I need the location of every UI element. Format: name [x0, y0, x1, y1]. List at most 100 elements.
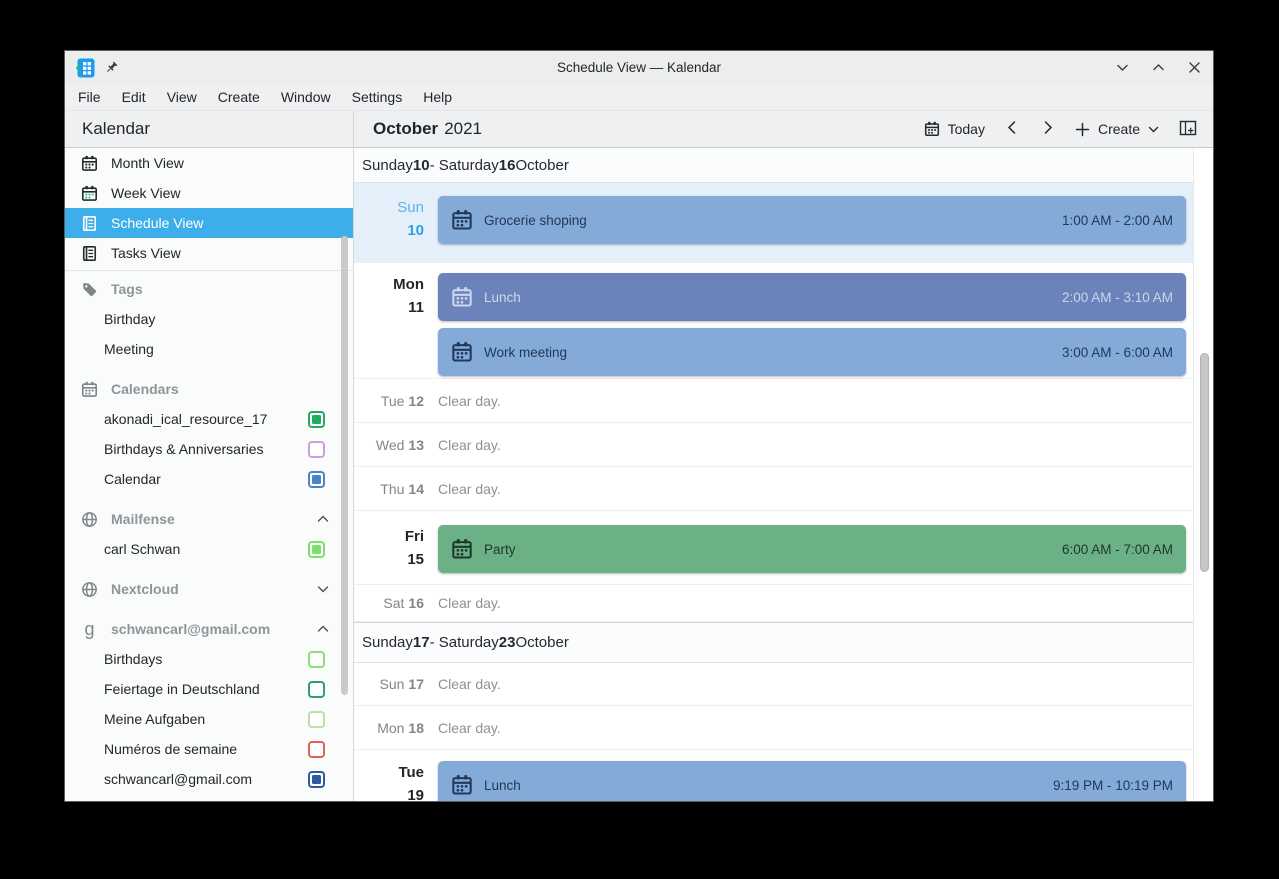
- event-work-meeting[interactable]: Work meeting 3:00 AM - 6:00 AM: [438, 328, 1186, 376]
- chevron-down-icon: [1148, 126, 1159, 132]
- sidebar-item-tasks-view[interactable]: Tasks View: [65, 238, 353, 268]
- menu-view[interactable]: View: [166, 89, 197, 105]
- clear-day-label: Clear day.: [438, 480, 501, 497]
- previous-button[interactable]: [1005, 120, 1020, 138]
- sidebar-item-label: Week View: [111, 185, 181, 201]
- calendar-item[interactable]: Numéros de semaine: [65, 734, 353, 764]
- calendar-checkbox[interactable]: [308, 650, 325, 668]
- calendar-item[interactable]: akonadi_ical_resource_17: [65, 404, 353, 434]
- calendar-item[interactable]: schwancarl@gmail.com: [65, 764, 353, 794]
- clear-day-label: Clear day.: [438, 392, 501, 409]
- titlebar: Schedule View — Kalendar: [65, 51, 1213, 84]
- calendar-item[interactable]: Birthdays: [65, 644, 353, 674]
- calendar-checkbox[interactable]: [308, 770, 325, 788]
- schedule-row: Tue 19 Lunch 9:19 PM - 10:19 PM: [354, 750, 1193, 801]
- event-time: 3:00 AM - 6:00 AM: [1061, 344, 1173, 360]
- clear-day-label: Clear day.: [438, 676, 501, 692]
- calendar-item[interactable]: Meine Aufgaben: [65, 704, 353, 734]
- calendar-item[interactable]: Calendar: [65, 464, 353, 494]
- sidebar-item-month-view[interactable]: Month View: [65, 148, 353, 178]
- chevron-up-icon[interactable]: [317, 513, 329, 525]
- day-label: Sun 10: [397, 199, 424, 239]
- event-title: Work meeting: [484, 344, 568, 360]
- today-button[interactable]: Today: [924, 121, 985, 137]
- event-party[interactable]: Party 6:00 AM - 7:00 AM: [438, 525, 1186, 573]
- calendar-icon: [451, 538, 473, 560]
- calendar-checkbox[interactable]: [308, 540, 325, 558]
- schedule-row: Thu 14 Clear day.: [354, 467, 1193, 511]
- create-button[interactable]: Create: [1075, 121, 1159, 137]
- sidebar-separator: [65, 270, 353, 271]
- window-title: Schedule View — Kalendar: [556, 60, 722, 75]
- sidebar-item-label: Schedule View: [111, 215, 204, 231]
- tag-item-meeting[interactable]: Meeting: [104, 341, 154, 357]
- calendar-icon: [451, 286, 473, 308]
- calendar-checkbox[interactable]: [308, 710, 325, 728]
- calendars-header-label: Calendars: [111, 381, 179, 397]
- calendars-section-header[interactable]: Calendars: [65, 374, 353, 404]
- schedule-row: Sat 16 Clear day.: [354, 585, 1193, 622]
- sidebar-scrollbar[interactable]: [341, 236, 348, 695]
- menu-create[interactable]: Create: [217, 89, 260, 105]
- calendar-item[interactable]: Feiertage in Deutschland: [65, 674, 353, 704]
- clear-day-label: Clear day.: [438, 719, 501, 736]
- next-button[interactable]: [1040, 120, 1055, 138]
- account-header-mailfense[interactable]: Mailfense: [65, 504, 353, 534]
- minimize-button[interactable]: [1116, 61, 1129, 74]
- event-time: 6:00 AM - 7:00 AM: [1061, 541, 1173, 557]
- calendar-checkbox[interactable]: [308, 440, 325, 458]
- close-button[interactable]: [1188, 61, 1201, 74]
- calendar-checkbox[interactable]: [308, 740, 325, 758]
- calendar-checkbox[interactable]: [308, 470, 325, 488]
- calendar-icon: [81, 381, 98, 398]
- calendar-week-icon: [81, 185, 98, 202]
- event-title: Lunch: [484, 289, 521, 305]
- main-scrollbar[interactable]: [1200, 353, 1209, 572]
- day-label: Mon 11: [393, 276, 424, 316]
- sidebar: Kalendar Month View Week View Schedule V…: [65, 111, 354, 801]
- calendar-checkbox[interactable]: [308, 680, 325, 698]
- google-icon: g: [84, 618, 95, 639]
- schedule-row: Mon 18 Clear day.: [354, 706, 1193, 750]
- calendar-checkbox[interactable]: [308, 410, 325, 428]
- chevron-down-icon[interactable]: [317, 583, 329, 595]
- menu-settings[interactable]: Settings: [351, 89, 403, 105]
- menu-help[interactable]: Help: [423, 89, 452, 105]
- event-title: Grocerie shoping: [484, 212, 587, 228]
- event-lunch[interactable]: Lunch 2:00 AM - 3:10 AM: [438, 273, 1186, 321]
- main-toolbar: October 2021 Today Create: [354, 111, 1213, 148]
- calendar-month-icon: [81, 155, 98, 172]
- event-lunch[interactable]: Lunch 9:19 PM - 10:19 PM: [438, 761, 1186, 801]
- event-title: Lunch: [484, 777, 521, 793]
- tags-section-header[interactable]: Tags: [65, 274, 353, 304]
- pin-icon[interactable]: [104, 60, 119, 75]
- schedule-row: Wed 13 Clear day.: [354, 423, 1193, 467]
- sidebar-toggle-icon[interactable]: [1179, 119, 1197, 140]
- maximize-button[interactable]: [1152, 61, 1165, 74]
- sidebar-item-label: Month View: [111, 155, 184, 171]
- menubar: File Edit View Create Window Settings He…: [65, 84, 1213, 111]
- tag-item-birthday[interactable]: Birthday: [104, 311, 156, 327]
- account-header-gmail[interactable]: g schwancarl@gmail.com: [65, 614, 353, 644]
- calendar-icon: [451, 341, 473, 363]
- calendar-item[interactable]: Birthdays & Anniversaries: [65, 434, 353, 464]
- calendar-item[interactable]: carl Schwan: [65, 534, 353, 564]
- schedule-row: Mon 11 Lunch 2:00 AM - 3:10 AM Wo: [354, 263, 1193, 379]
- main-content: October 2021 Today Create: [354, 111, 1213, 801]
- chevron-up-icon[interactable]: [317, 623, 329, 635]
- sidebar-app-title: Kalendar: [65, 111, 353, 148]
- toolbar-month: October: [373, 119, 439, 138]
- tag-icon: [81, 281, 98, 298]
- menu-edit[interactable]: Edit: [121, 89, 146, 105]
- event-grocerie-shoping[interactable]: Grocerie shoping 1:00 AM - 2:00 AM: [438, 196, 1186, 244]
- event-title: Party: [484, 541, 516, 557]
- globe-icon: [81, 511, 98, 528]
- clear-day-label: Clear day.: [438, 595, 501, 611]
- menu-file[interactable]: File: [78, 89, 101, 105]
- tasks-list-icon: [81, 245, 98, 262]
- sidebar-item-week-view[interactable]: Week View: [65, 178, 353, 208]
- sidebar-item-schedule-view[interactable]: Schedule View: [65, 208, 353, 238]
- account-header-nextcloud[interactable]: Nextcloud: [65, 574, 353, 604]
- menu-window[interactable]: Window: [280, 89, 331, 105]
- toolbar-year: 2021: [444, 119, 483, 138]
